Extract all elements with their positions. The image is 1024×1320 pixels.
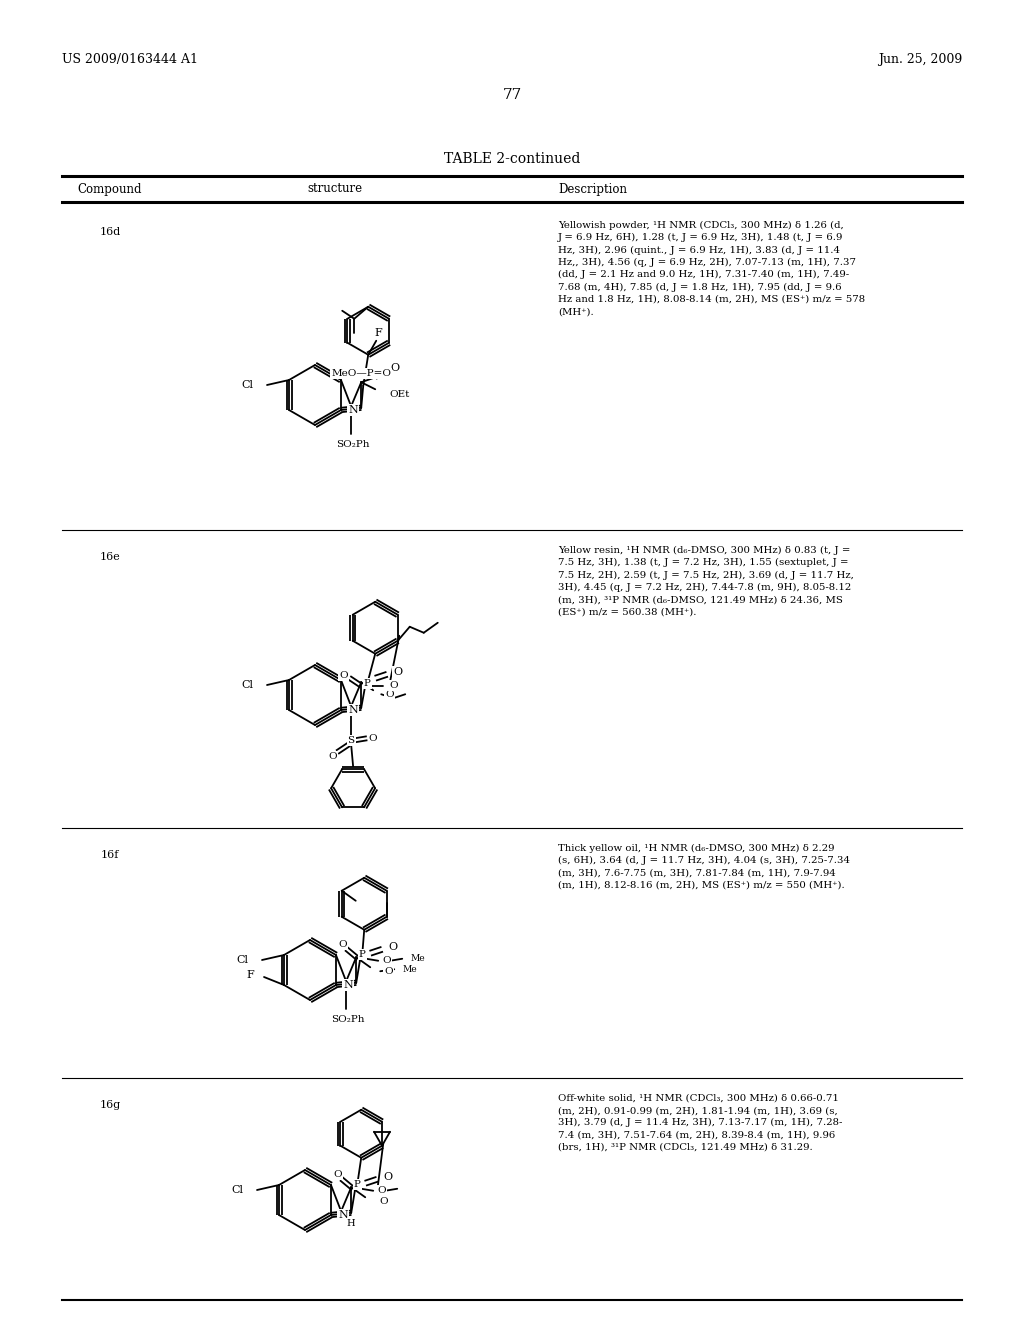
Text: O: O	[377, 1187, 386, 1195]
Text: Me: Me	[411, 954, 425, 964]
Text: US 2009/0163444 A1: US 2009/0163444 A1	[62, 53, 198, 66]
Text: O: O	[369, 734, 378, 743]
Text: O: O	[339, 672, 347, 680]
Text: P: P	[358, 950, 366, 960]
Text: SO₂Ph: SO₂Ph	[332, 1015, 365, 1024]
Text: OEt: OEt	[389, 389, 410, 399]
Text: Yellowish powder, ¹H NMR (CDCl₃, 300 MHz) δ 1.26 (d,
J = 6.9 Hz, 6H), 1.28 (t, J: Yellowish powder, ¹H NMR (CDCl₃, 300 MHz…	[558, 220, 865, 315]
Text: Off-white solid, ¹H NMR (CDCl₃, 300 MHz) δ 0.66-0.71
(m, 2H), 0.91-0.99 (m, 2H),: Off-white solid, ¹H NMR (CDCl₃, 300 MHz)…	[558, 1094, 843, 1152]
Text: O: O	[388, 942, 397, 952]
Text: S: S	[347, 735, 354, 744]
Text: Cl: Cl	[231, 1185, 243, 1195]
Text: O: O	[383, 1172, 392, 1183]
Text: 77: 77	[503, 88, 521, 102]
Text: O: O	[393, 667, 402, 677]
Text: O: O	[382, 956, 391, 965]
Text: Yellow resin, ¹H NMR (d₆-DMSO, 300 MHz) δ 0.83 (t, J =
7.5 Hz, 3H), 1.38 (t, J =: Yellow resin, ¹H NMR (d₆-DMSO, 300 MHz) …	[558, 546, 854, 616]
Text: O: O	[391, 363, 399, 374]
Text: SO₂Ph: SO₂Ph	[336, 440, 370, 449]
Text: Me: Me	[402, 965, 417, 974]
Text: O: O	[389, 681, 398, 690]
Text: Jun. 25, 2009: Jun. 25, 2009	[878, 53, 962, 66]
Text: P: P	[354, 1180, 360, 1189]
Text: Thick yellow oil, ¹H NMR (d₆-DMSO, 300 MHz) δ 2.29
(s, 6H), 3.64 (d, J = 11.7 Hz: Thick yellow oil, ¹H NMR (d₆-DMSO, 300 M…	[558, 843, 850, 890]
Text: O: O	[385, 690, 394, 698]
Text: O: O	[379, 1197, 388, 1205]
Text: O: O	[333, 1171, 342, 1179]
Text: 16d: 16d	[99, 227, 121, 238]
Text: O: O	[338, 940, 346, 949]
Text: MeO—P=O: MeO—P=O	[331, 370, 391, 379]
Text: O: O	[329, 752, 338, 760]
Text: N: N	[338, 1210, 348, 1220]
Text: 16f: 16f	[100, 850, 119, 861]
Text: O: O	[384, 966, 393, 975]
Text: N: N	[343, 981, 353, 990]
Text: 16g: 16g	[99, 1100, 121, 1110]
Text: Compound: Compound	[78, 182, 142, 195]
Text: Description: Description	[558, 182, 627, 195]
Text: F: F	[246, 970, 254, 979]
Text: Cl: Cl	[236, 954, 248, 965]
Text: P: P	[364, 680, 371, 688]
Text: structure: structure	[307, 182, 362, 195]
Text: Cl: Cl	[241, 680, 253, 690]
Text: 16e: 16e	[99, 552, 121, 562]
Text: N: N	[348, 405, 358, 416]
Text: Cl: Cl	[241, 380, 253, 389]
Text: H: H	[347, 1218, 355, 1228]
Text: N: N	[348, 705, 358, 715]
Text: F: F	[375, 327, 382, 338]
Text: TABLE 2-continued: TABLE 2-continued	[443, 152, 581, 166]
